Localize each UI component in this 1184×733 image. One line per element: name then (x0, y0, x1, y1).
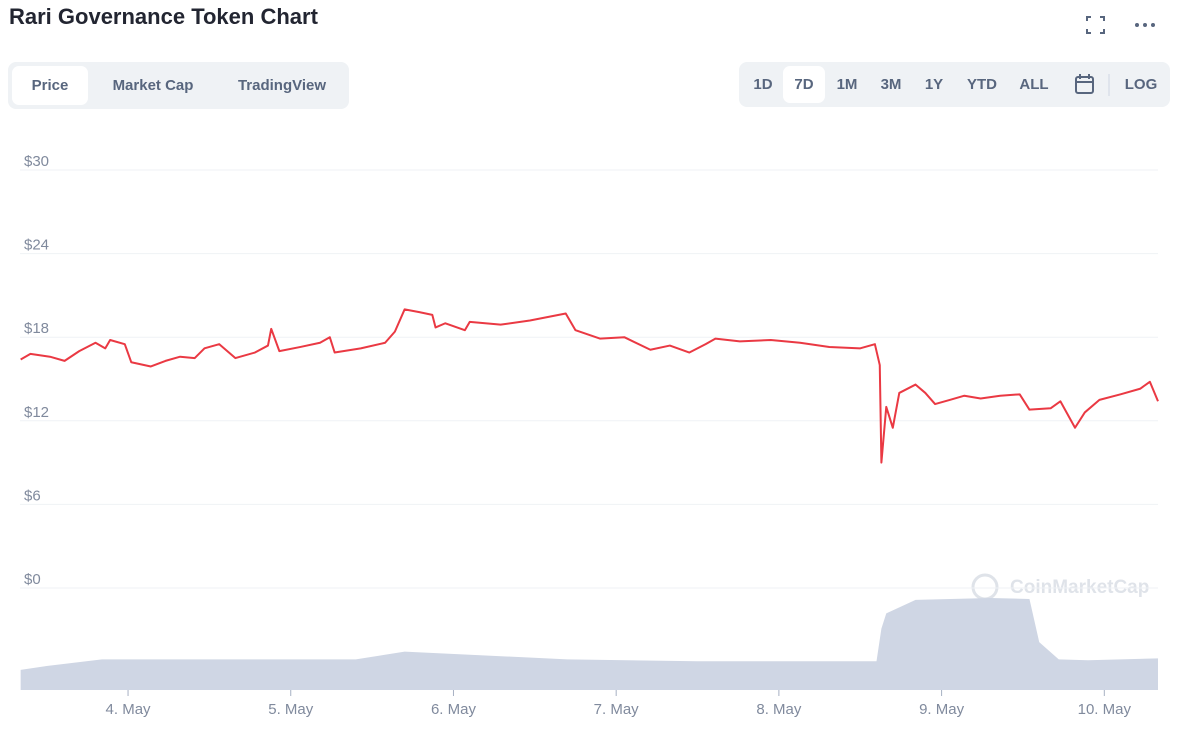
tab-group (8, 62, 349, 109)
range-button[interactable]: 1M (837, 76, 858, 93)
active-tab (12, 66, 88, 105)
x-tick-label: 8. May (756, 701, 802, 718)
chart-title: Rari Governance Token Chart (9, 4, 319, 29)
price-line (20, 308, 1159, 464)
watermark: CoinMarketCap (971, 573, 1149, 601)
calendar-icon[interactable] (1075, 74, 1094, 94)
range-button[interactable]: 1Y (925, 76, 943, 93)
tab[interactable]: Price (32, 77, 69, 94)
x-tick-label: 10. May (1078, 701, 1132, 718)
range-button[interactable]: 7D (794, 76, 813, 93)
y-tick-label: $18 (24, 320, 49, 337)
x-tick-label: 7. May (594, 701, 640, 718)
y-tick-label: $6 (24, 487, 41, 504)
x-tick-label: 9. May (919, 701, 965, 718)
log-button[interactable]: LOG (1125, 76, 1158, 93)
x-tick-label: 4. May (106, 701, 152, 718)
tab[interactable]: Market Cap (113, 77, 194, 94)
y-tick-label: $24 (24, 237, 49, 254)
range-group (739, 62, 1170, 107)
range-button[interactable]: YTD (967, 76, 997, 93)
y-tick-label: $30 (24, 153, 49, 170)
range-button[interactable]: ALL (1019, 76, 1048, 93)
more-icon[interactable] (1135, 23, 1155, 27)
active-range (783, 66, 825, 103)
y-tick-label: $12 (24, 404, 49, 421)
x-tick-label: 6. May (431, 701, 477, 718)
range-button[interactable]: 1D (753, 76, 772, 93)
x-tick-label: 5. May (268, 701, 314, 718)
volume-area (20, 598, 1158, 690)
tab[interactable]: TradingView (238, 77, 326, 94)
range-button[interactable]: 3M (881, 76, 902, 93)
y-tick-label: $0 (24, 571, 41, 588)
fullscreen-icon[interactable] (1086, 16, 1105, 34)
